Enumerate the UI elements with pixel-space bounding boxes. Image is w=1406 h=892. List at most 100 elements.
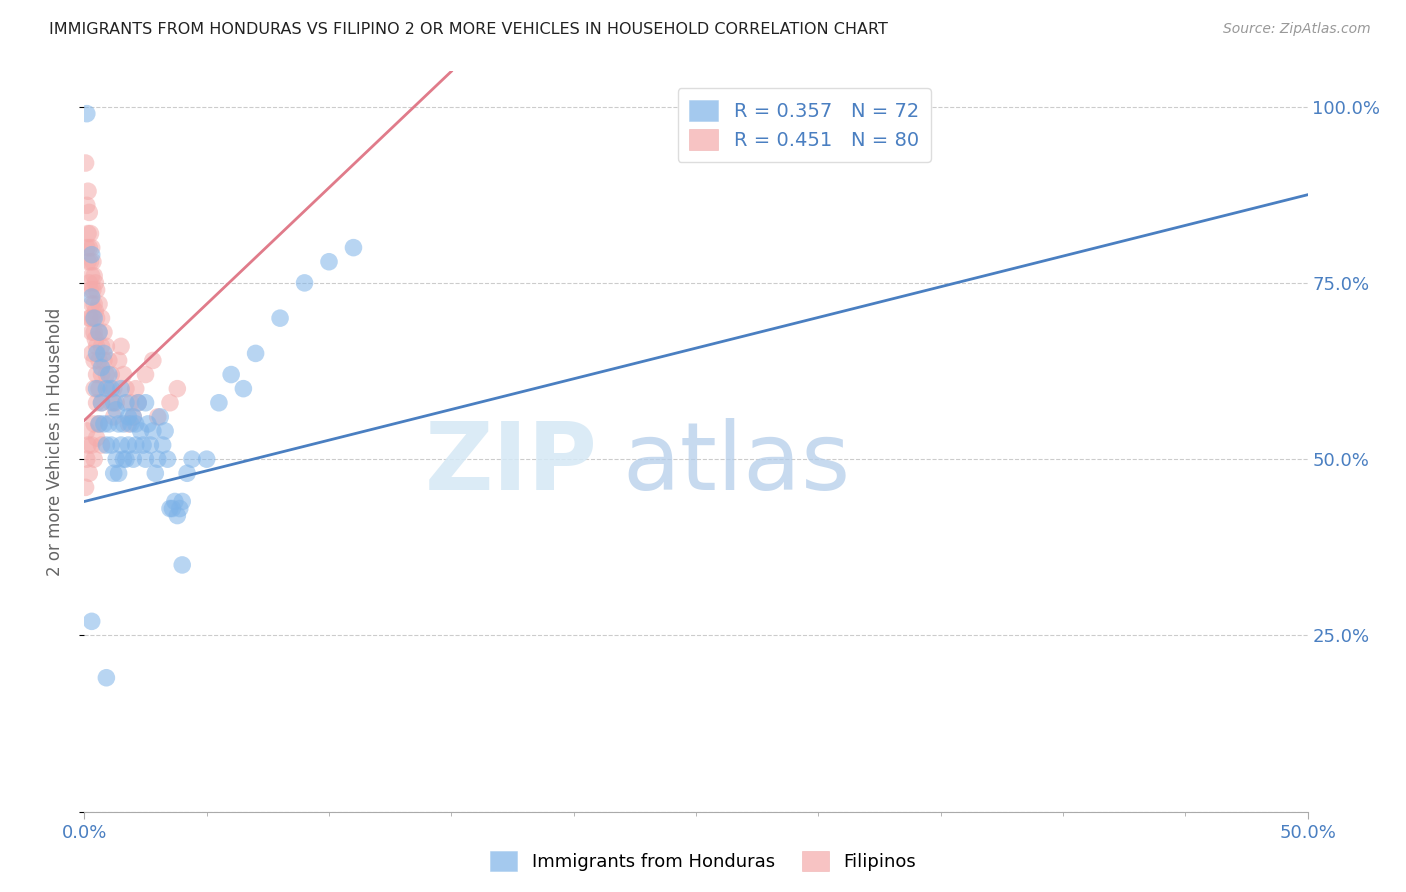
Point: [86, 339, 108, 353]
Point: [107, 417, 129, 431]
Point: [77, 311, 100, 326]
Point: [75, 156, 97, 170]
Point: [76, 198, 98, 212]
Point: [77, 205, 100, 219]
Point: [125, 417, 148, 431]
Point: [208, 396, 231, 410]
Point: [76, 106, 98, 120]
Point: [107, 353, 129, 368]
Text: IMMIGRANTS FROM HONDURAS VS FILIPINO 2 OR MORE VEHICLES IN HOUSEHOLD CORRELATION: IMMIGRANTS FROM HONDURAS VS FILIPINO 2 O…: [49, 22, 889, 37]
Point: [84, 276, 107, 290]
Point: [115, 452, 138, 467]
Point: [142, 353, 165, 368]
Point: [80, 290, 103, 304]
Point: [90, 339, 112, 353]
Point: [93, 325, 115, 339]
Point: [105, 396, 128, 410]
Point: [77, 438, 100, 452]
Point: [80, 615, 103, 629]
Point: [82, 311, 104, 326]
Point: [90, 438, 112, 452]
Point: [76, 424, 98, 438]
Point: [159, 396, 181, 410]
Point: [232, 382, 254, 396]
Legend: Immigrants from Honduras, Filipinos: Immigrants from Honduras, Filipinos: [482, 844, 924, 879]
Point: [103, 396, 125, 410]
Point: [115, 396, 138, 410]
Point: [80, 438, 103, 452]
Point: [83, 268, 105, 283]
Point: [117, 409, 139, 424]
Point: [77, 227, 100, 241]
Point: [83, 353, 105, 368]
Point: [105, 402, 128, 417]
Text: Source: ZipAtlas.com: Source: ZipAtlas.com: [1223, 22, 1371, 37]
Point: [96, 438, 118, 452]
Point: [105, 452, 128, 467]
Point: [93, 417, 115, 431]
Point: [100, 382, 122, 396]
Point: [103, 409, 125, 424]
Point: [112, 368, 135, 382]
Text: atlas: atlas: [623, 417, 851, 509]
Point: [90, 396, 112, 410]
Point: [107, 467, 129, 481]
Point: [152, 438, 174, 452]
Point: [79, 311, 101, 326]
Point: [84, 304, 107, 318]
Point: [159, 501, 181, 516]
Point: [96, 382, 118, 396]
Point: [83, 452, 105, 467]
Point: [162, 501, 184, 516]
Point: [84, 332, 107, 346]
Point: [172, 558, 194, 572]
Point: [176, 467, 198, 481]
Point: [83, 311, 105, 326]
Point: [87, 417, 110, 431]
Point: [166, 382, 188, 396]
Point: [97, 382, 120, 396]
Point: [831, 106, 853, 120]
Point: [97, 417, 120, 431]
Point: [172, 494, 194, 508]
Point: [86, 368, 108, 382]
Point: [79, 283, 101, 297]
Point: [87, 382, 110, 396]
Point: [153, 424, 176, 438]
Point: [77, 254, 100, 268]
Point: [122, 409, 145, 424]
Point: [86, 283, 108, 297]
Point: [110, 438, 132, 452]
Point: [163, 494, 186, 508]
Point: [80, 346, 103, 360]
Point: [90, 396, 112, 410]
Point: [86, 396, 108, 410]
Point: [181, 452, 204, 467]
Point: [86, 431, 108, 445]
Point: [80, 248, 103, 262]
Legend: R = 0.357   N = 72, R = 0.451   N = 80: R = 0.357 N = 72, R = 0.451 N = 80: [678, 88, 931, 162]
Point: [149, 409, 172, 424]
Point: [79, 227, 101, 241]
Point: [103, 382, 125, 396]
Point: [135, 396, 157, 410]
Point: [120, 417, 142, 431]
Point: [76, 452, 98, 467]
Point: [115, 382, 138, 396]
Point: [83, 325, 105, 339]
Point: [100, 396, 122, 410]
Point: [166, 508, 188, 523]
Point: [120, 396, 142, 410]
Point: [86, 382, 108, 396]
Point: [93, 353, 115, 368]
Point: [82, 254, 104, 268]
Point: [100, 438, 122, 452]
Point: [76, 241, 98, 255]
Point: [90, 360, 112, 375]
Point: [77, 241, 100, 255]
Point: [135, 368, 157, 382]
Point: [139, 438, 162, 452]
Y-axis label: 2 or more Vehicles in Household: 2 or more Vehicles in Household: [45, 308, 63, 575]
Point: [80, 268, 103, 283]
Point: [93, 346, 115, 360]
